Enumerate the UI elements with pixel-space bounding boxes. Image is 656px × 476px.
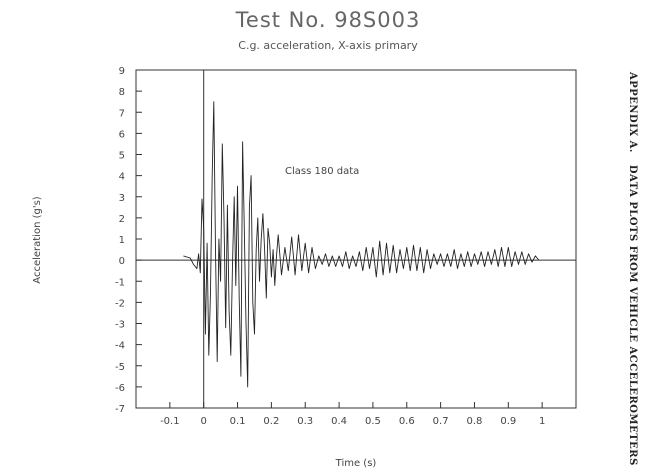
y-tick-label: -4	[115, 341, 125, 352]
y-tick-label: 6	[119, 129, 125, 140]
y-tick-label: 8	[119, 87, 125, 98]
x-tick-label: 0.2	[263, 416, 279, 427]
chart-subtitle: C.g. acceleration, X-axis primary	[238, 39, 418, 52]
y-tick-label: -6	[115, 383, 125, 394]
x-tick-label: 0.6	[399, 416, 415, 427]
x-tick-label: -0.1	[160, 416, 180, 427]
appendix-side-label: APPENDIX A. DATA PLOTS FROM VEHICLE ACCE…	[627, 72, 638, 466]
y-tick-label: 2	[119, 214, 125, 225]
chart-title: Test No. 98S003	[235, 8, 421, 32]
y-tick-label: -3	[115, 320, 125, 331]
y-tick-label: 7	[119, 108, 125, 119]
annotation-text: Class 180 data	[285, 166, 359, 177]
plot-frame	[135, 69, 577, 409]
y-tick-label: -1	[115, 277, 125, 288]
x-tick-label: 0.5	[365, 416, 381, 427]
y-tick-label: 4	[119, 172, 125, 183]
x-tick-label: 0.7	[433, 416, 449, 427]
x-tick-label: 0.4	[331, 416, 347, 427]
x-tick-label: 0	[201, 416, 207, 427]
y-tick-label: 5	[119, 151, 125, 162]
x-tick-label: 0.8	[467, 416, 483, 427]
x-tick-label: 1	[539, 416, 545, 427]
y-tick-label: -5	[115, 362, 125, 373]
y-tick-label: 0	[119, 256, 125, 267]
y-axis-label: Acceleration (g's)	[32, 196, 43, 284]
y-tick-label: 9	[119, 66, 125, 77]
x-tick-label: 0.3	[297, 416, 313, 427]
x-tick-label: 0.1	[230, 416, 246, 427]
y-tick-label: 1	[119, 235, 125, 246]
series-line	[183, 101, 540, 388]
x-tick-label: 0.9	[500, 416, 516, 427]
axis-tick-labels: -7 -6 -5 -4 -3 -2 -1 0 1 2 3 4 5 6 7 8 9 -0.1 0 0.1 0.2 0.3 0.…	[115, 66, 545, 427]
axis-ticks	[136, 69, 543, 409]
y-tick-label: -7	[115, 404, 125, 415]
x-axis-label: Time (s)	[335, 458, 377, 469]
y-tick-label: 3	[119, 193, 125, 204]
y-tick-label: -2	[115, 298, 125, 309]
